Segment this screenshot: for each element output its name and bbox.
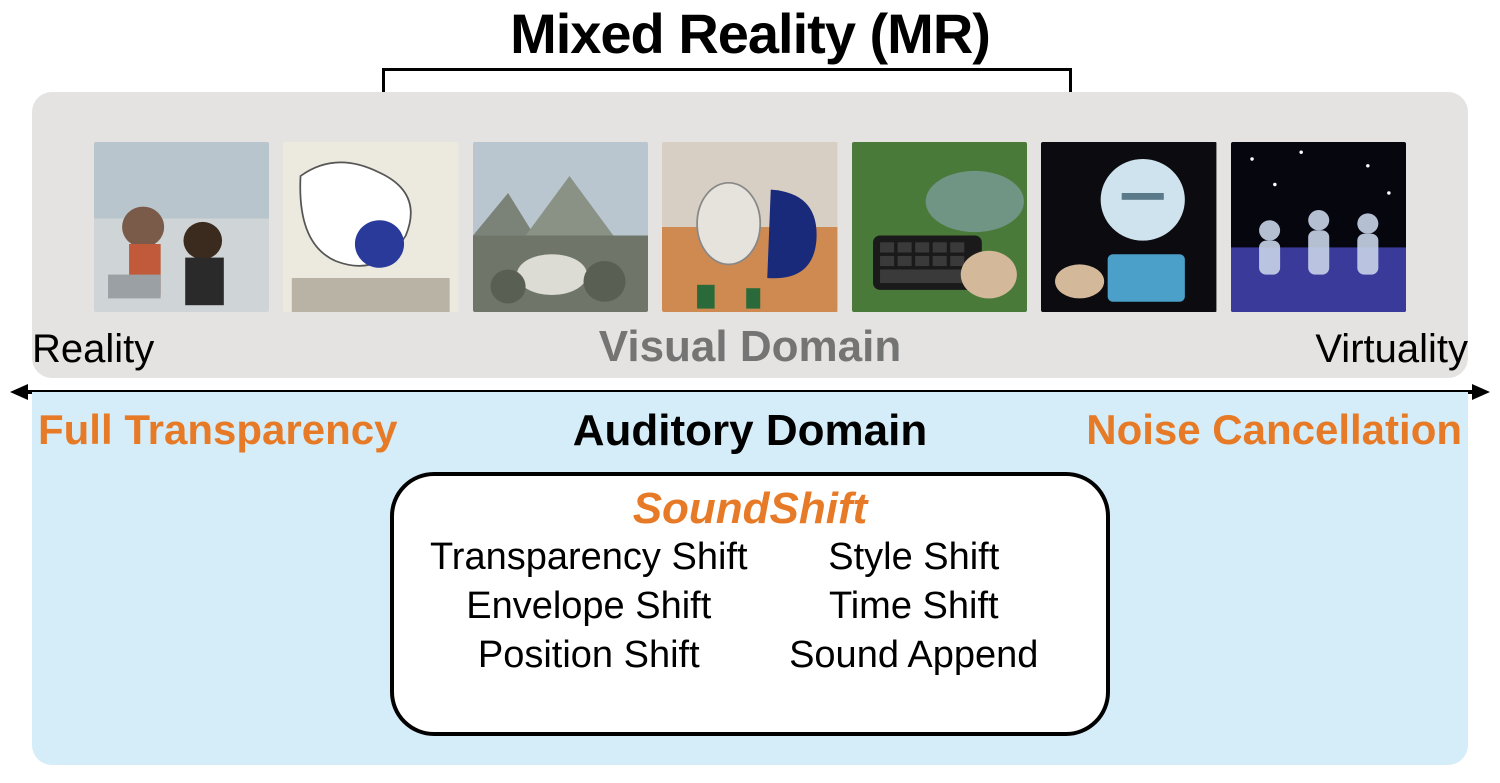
auditory-domain-label: Auditory Domain [32,406,1468,456]
soundshift-box: SoundShift Transparency Shift Style Shif… [390,472,1110,736]
shift-style: Style Shift [758,536,1070,579]
thumb-keyboard-grass [852,142,1027,312]
soundshift-title: SoundShift [414,484,1086,534]
shift-time: Time Shift [758,585,1070,628]
page-title: Mixed Reality (MR) [0,0,1500,66]
spectrum-thumbnails [94,142,1406,312]
thumb-ar-room [283,142,458,312]
visual-domain-panel: Reality Virtuality Visual Domain [32,92,1468,378]
shift-transparency: Transparency Shift [430,536,748,579]
thumb-rocks [473,142,648,312]
thumb-desert-portal [662,142,837,312]
shift-envelope: Envelope Shift [430,585,748,628]
shift-grid: Transparency Shift Style Shift Envelope … [414,536,1086,677]
thumb-hmd-screen [1041,142,1216,312]
shift-position: Position Shift [430,634,748,677]
auditory-domain-panel: Full Transparency Noise Cancellation Aud… [32,392,1468,765]
thumb-avatars-space [1231,142,1406,312]
visual-domain-label: Visual Domain [32,322,1468,372]
shift-sound-append: Sound Append [758,634,1070,677]
thumb-office [94,142,269,312]
